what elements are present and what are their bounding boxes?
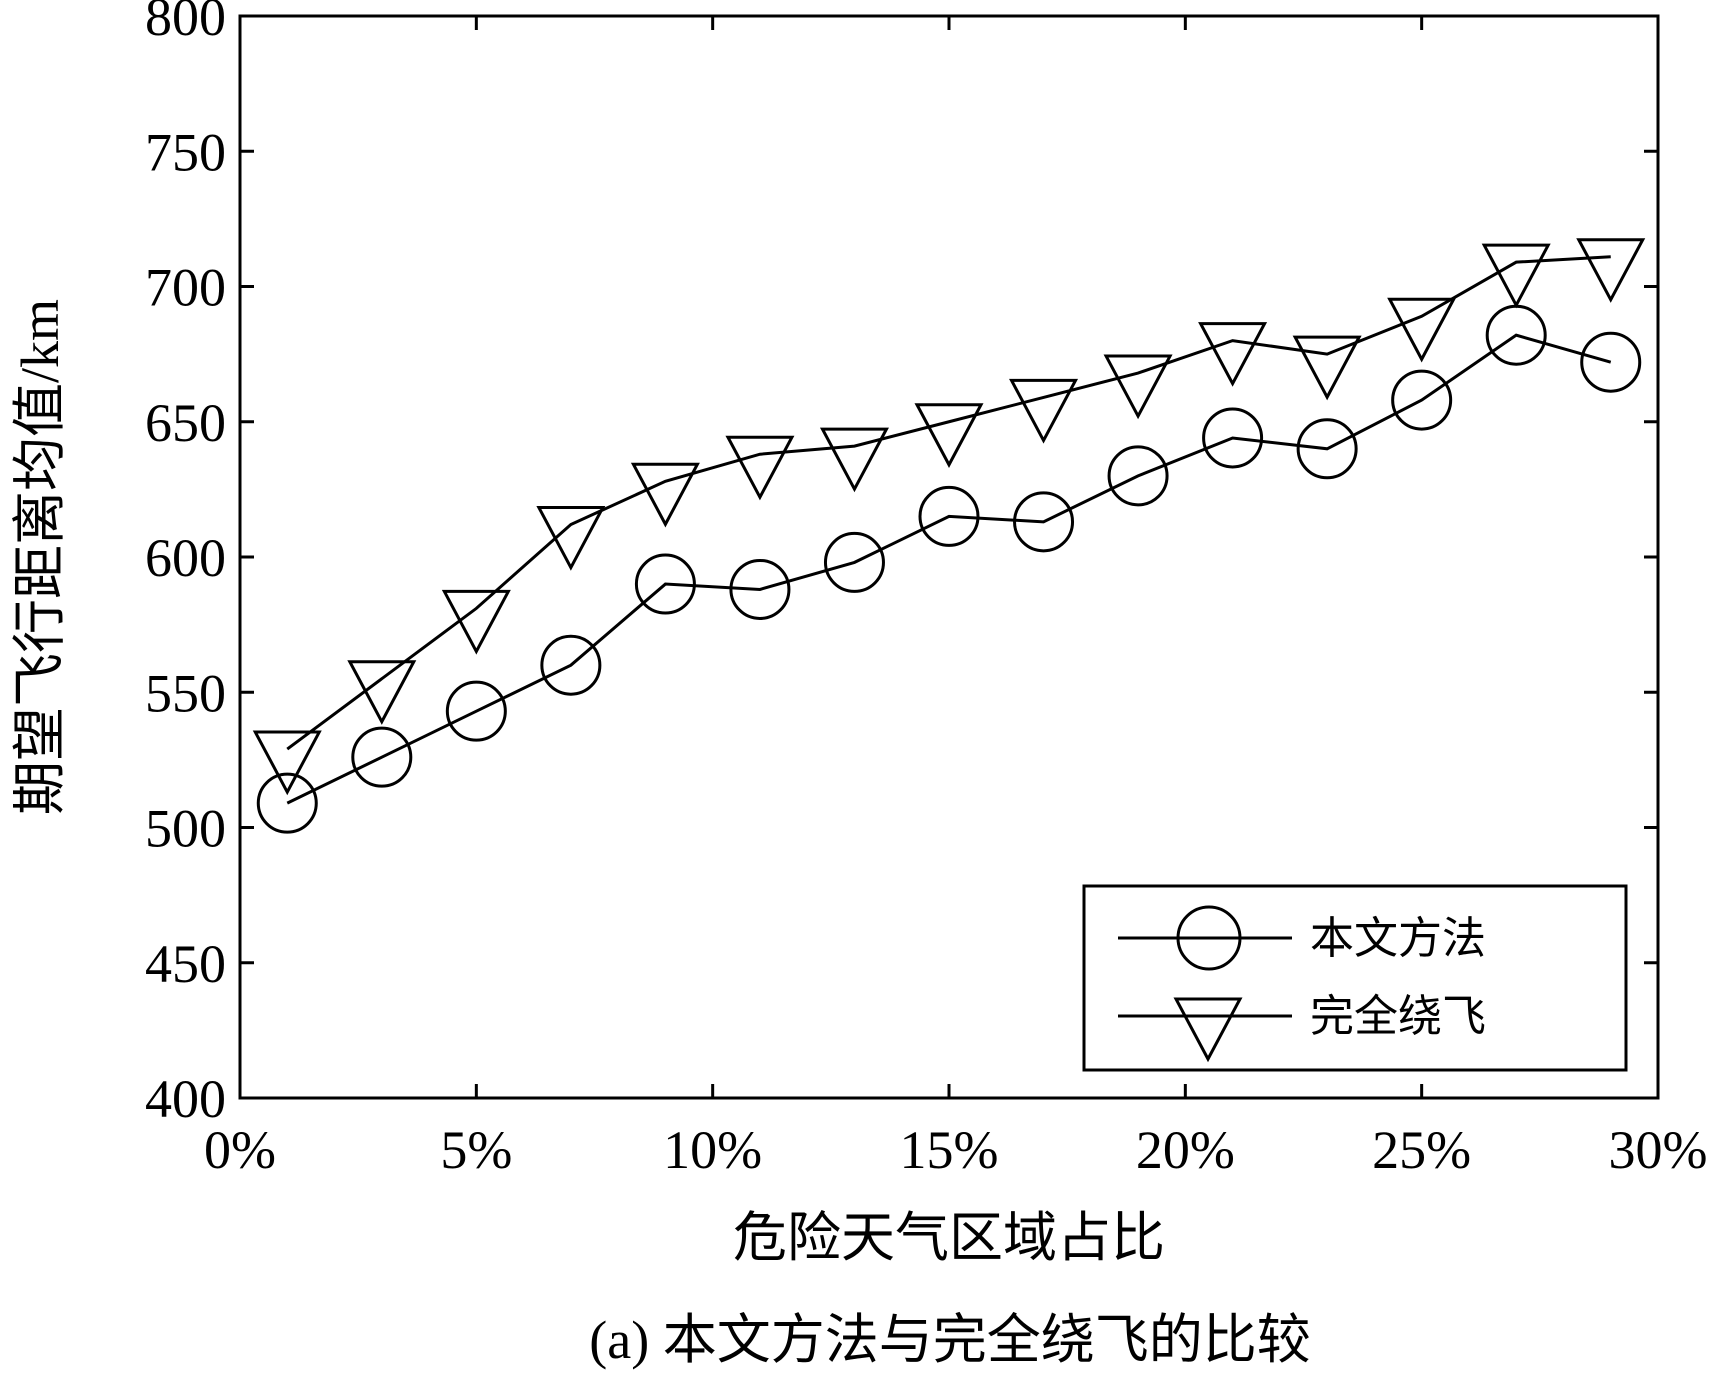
x-tick-label: 0% [204, 1120, 276, 1180]
series [252, 238, 1646, 834]
y-tick-label: 450 [145, 934, 226, 994]
x-tick-label: 30% [1609, 1120, 1708, 1180]
series-2-point [441, 589, 511, 655]
series-2-point [630, 462, 700, 528]
y-tick-label: 550 [145, 663, 226, 723]
series-1-point [1391, 369, 1453, 431]
series-1-point [1013, 491, 1075, 553]
x-tick-label: 15% [900, 1120, 999, 1180]
series-line-2 [286, 255, 1611, 751]
series-2-point [1387, 297, 1457, 363]
series-1-point [918, 485, 980, 547]
series-1-point [634, 553, 696, 615]
series-1-point [1580, 331, 1642, 393]
legend: 本文方法 完全绕飞 [1082, 884, 1628, 1072]
series-1-point [1296, 418, 1358, 480]
series-2-point [1481, 243, 1551, 309]
series-1-point [1202, 407, 1264, 469]
legend-marker-series-2 [1173, 997, 1243, 1063]
series-1-point [823, 531, 885, 593]
y-tick-label: 750 [145, 122, 226, 182]
series-2-point [1009, 378, 1079, 444]
y-tick-label: 400 [145, 1069, 226, 1129]
legend-box [1082, 884, 1628, 1072]
series-2-point [1292, 335, 1362, 401]
y-tick-label: 500 [145, 799, 226, 859]
series-line-1 [286, 333, 1612, 805]
y-tick-label: 650 [145, 393, 226, 453]
figure-caption: (a) 本文方法与完全绕飞的比较 [589, 1310, 1310, 1370]
series-2-point [819, 427, 889, 493]
x-tick-label: 5% [440, 1120, 512, 1180]
y-tick-label: 800 [145, 0, 226, 47]
series-2-point [725, 435, 795, 501]
legend-label-series-2: 完全绕飞 [1310, 992, 1486, 1041]
series-2-point [347, 660, 417, 725]
series-1-point [256, 772, 318, 834]
x-axis-title: 危险天气区域占比 [733, 1208, 1165, 1268]
x-tick-label: 20% [1136, 1120, 1235, 1180]
series-2-point [1198, 322, 1268, 387]
series-2-point [1576, 238, 1646, 303]
x-tick-label: 25% [1372, 1120, 1471, 1180]
y-axis-title: 期望飞行距离均值/km [10, 299, 70, 815]
series-2-point [536, 506, 606, 571]
legend-label-series-1: 本文方法 [1310, 914, 1486, 963]
y-tick-label: 600 [145, 528, 226, 588]
legend-marker-series-1 [1176, 905, 1242, 971]
x-tick-label: 10% [663, 1120, 762, 1180]
series-1-point [540, 634, 602, 696]
series-2-point [252, 730, 322, 796]
series-1-point [729, 558, 791, 620]
y-tick-label: 700 [145, 258, 226, 318]
series-2-point [1103, 354, 1173, 420]
series-2-point [914, 403, 984, 468]
ticks: 0% 5% 10% 15% 20% 25% 30% 400 450 500 550 600 650 700… [145, 0, 1707, 1180]
series-1-point [445, 680, 507, 742]
series-1-point [351, 726, 413, 788]
series-1-point [1107, 445, 1169, 507]
